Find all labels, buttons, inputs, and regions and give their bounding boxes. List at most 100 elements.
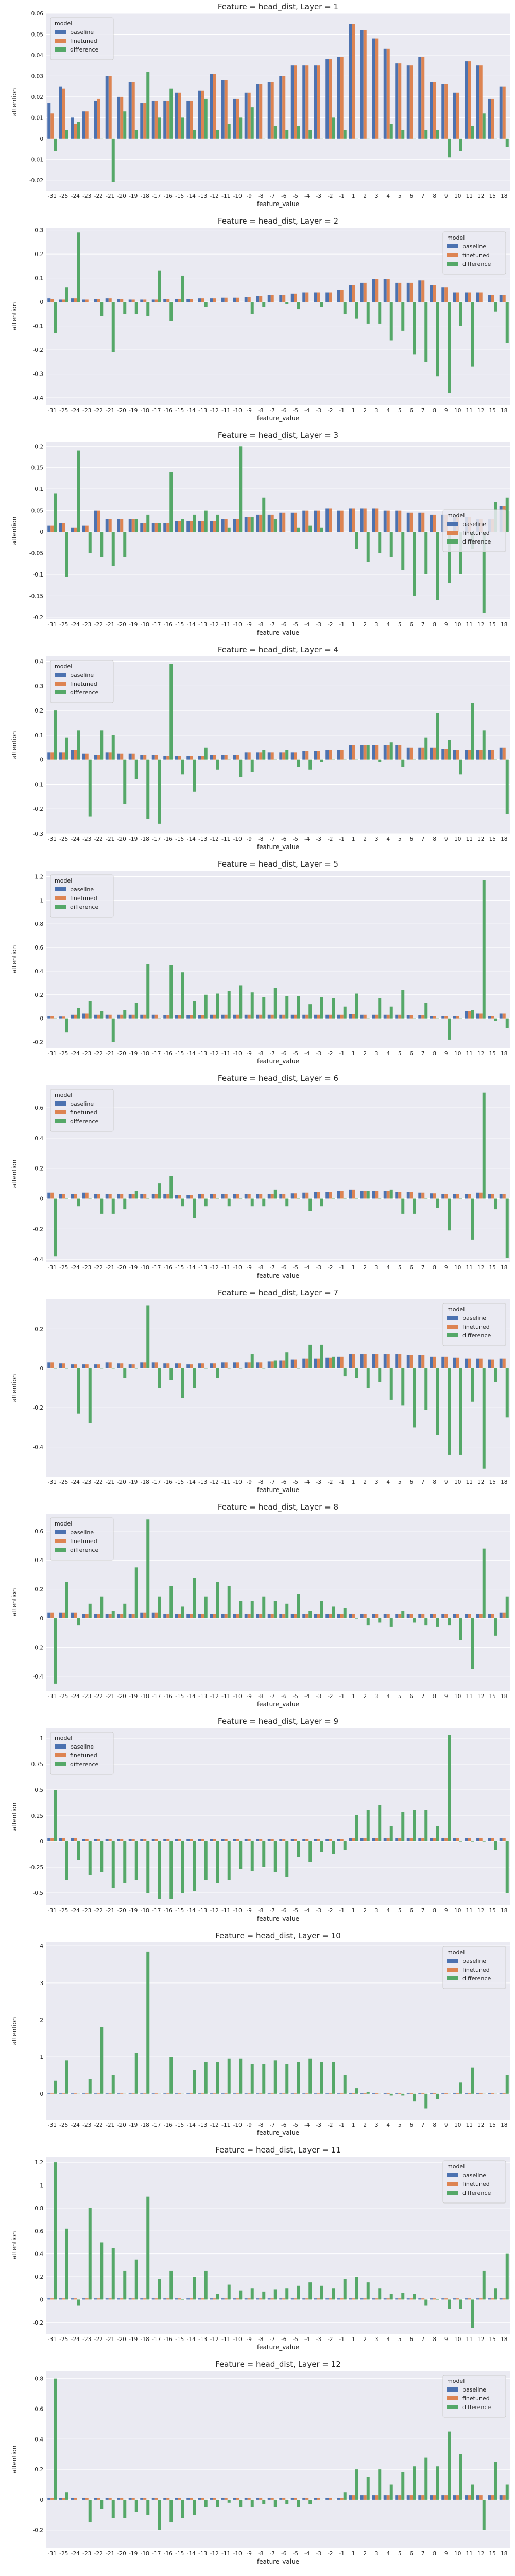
bar-difference-6 (413, 1368, 416, 1428)
legend-entry-baseline: baseline (462, 1958, 486, 1964)
bar-difference-8 (436, 1198, 439, 1208)
x-tick-label: 9 (444, 1693, 448, 1700)
bar-baseline--18 (140, 1612, 144, 1619)
bar-finetuned--19 (131, 1364, 135, 1368)
y-axis-label: attention (11, 517, 18, 545)
x-tick-label: -5 (293, 836, 298, 842)
x-tick-label: 10 (454, 836, 461, 842)
bar-finetuned--21 (108, 1839, 112, 1841)
bar-baseline--7 (267, 752, 271, 760)
bar-difference--10 (239, 446, 243, 532)
bar-baseline--7 (267, 1614, 271, 1619)
bar-difference--6 (285, 996, 289, 1019)
bar-baseline--15 (175, 521, 178, 532)
x-tick-label: 12 (477, 1050, 484, 1057)
legend-swatch-baseline (55, 1101, 66, 1106)
bar-baseline--3 (314, 1839, 317, 1841)
bar-difference--20 (123, 302, 127, 314)
bar-finetuned-4 (386, 1614, 390, 1619)
bar-difference-18 (505, 1018, 509, 1028)
bar-finetuned--18 (143, 103, 147, 139)
bar-finetuned--23 (85, 1013, 89, 1019)
y-tick-label: -0.2 (33, 1405, 44, 1411)
bar-finetuned--8 (259, 2093, 263, 2094)
bar-difference-7 (424, 2299, 428, 2306)
bar-finetuned--12 (213, 1614, 216, 1619)
x-tick-label: -18 (141, 1265, 149, 1271)
y-tick-label: 0.8 (35, 2376, 43, 2382)
bar-baseline--18 (140, 299, 144, 302)
bar-finetuned-8 (433, 1193, 436, 1199)
bar-finetuned-7 (421, 1614, 425, 1619)
bar-difference--8 (262, 997, 266, 1019)
chart-8: -0.4-0.200.20.40.6-31 -25 -24 -23 -22 -21 -20-… (11, 1502, 510, 1708)
bar-baseline--4 (302, 2298, 306, 2300)
x-tick-label: 8 (433, 193, 436, 199)
y-tick-label: -0.02 (29, 178, 43, 184)
bar-difference--25 (65, 2492, 68, 2500)
bar-baseline-12 (476, 1358, 479, 1368)
bar-difference--17 (158, 2279, 161, 2300)
legend-entry-baseline: baseline (70, 29, 94, 36)
plot-area (46, 442, 510, 619)
chart-title: Feature = head_dist, Layer = 9 (218, 1717, 338, 1726)
bar-finetuned--25 (62, 1838, 65, 1841)
bar-baseline--31 (47, 2498, 51, 2500)
x-tick-label: -3 (316, 2551, 321, 2557)
bar-finetuned--18 (143, 1839, 147, 1841)
bar-baseline--31 (47, 1016, 51, 1019)
x-tick-label: -5 (293, 2122, 298, 2128)
x-tick-label: -2 (328, 193, 333, 199)
x-tick-label: -15 (175, 2122, 184, 2128)
bar-baseline-9 (441, 1194, 445, 1199)
bar-finetuned--10 (236, 1194, 239, 1199)
x-tick-label: -21 (106, 1050, 114, 1057)
chart-panel-3: -0.2 -0.15 -0.1 -0.05 0 0.05 0.1 0.15 0.2 -31 -25-… (0, 429, 515, 643)
bar-baseline-8 (430, 285, 433, 302)
bar-finetuned-10 (456, 1838, 459, 1841)
x-tick-label: -20 (117, 1693, 126, 1700)
bar-finetuned--10 (236, 297, 239, 302)
x-tick-label: -22 (94, 2551, 103, 2557)
bar-difference-11 (471, 703, 474, 760)
y-axis-label: attention (11, 88, 18, 116)
chart-title: Feature = head_dist, Layer = 12 (215, 2360, 341, 2369)
x-axis-label: feature_value (257, 1701, 299, 1708)
bar-baseline--7 (267, 514, 271, 532)
x-tick-label: -8 (258, 622, 263, 628)
bar-difference--11 (227, 527, 231, 532)
bar-difference--16 (169, 88, 173, 139)
bar-finetuned--20 (120, 299, 124, 302)
x-tick-label: -24 (71, 1479, 80, 1485)
bar-difference-1 (355, 2277, 358, 2300)
bar-difference--2 (332, 1356, 335, 1368)
bar-difference--9 (250, 1601, 254, 1619)
bar-difference-1 (355, 1368, 358, 1378)
x-tick-label: 5 (398, 622, 402, 628)
bar-finetuned--22 (97, 2298, 100, 2300)
x-tick-label: -17 (152, 1479, 161, 1485)
y-tick-label: -0.2 (33, 1226, 44, 1232)
x-tick-label: 6 (409, 1908, 413, 1914)
x-tick-label: -1 (339, 836, 345, 842)
x-tick-label: -22 (94, 1693, 103, 1700)
bar-difference--21 (111, 1841, 115, 1888)
bar-baseline--20 (117, 1014, 121, 1019)
legend-entry-finetuned: finetuned (70, 1538, 97, 1545)
bar-difference--21 (111, 2075, 115, 2094)
bar-baseline--1 (337, 1614, 340, 1619)
x-tick-label: -7 (270, 2336, 275, 2343)
y-tick-label: -0.25 (29, 1865, 43, 1871)
bar-difference-11 (471, 1368, 474, 1402)
y-tick-label: 0.05 (31, 508, 43, 514)
x-tick-label: 7 (421, 193, 425, 199)
bar-difference--11 (227, 2499, 231, 2503)
y-tick-label: 0.2 (35, 2467, 43, 2473)
bar-baseline--23 (82, 2298, 85, 2300)
bar-finetuned--22 (97, 510, 100, 532)
bar-finetuned--9 (247, 92, 251, 139)
bar-baseline--1 (337, 290, 340, 302)
bar-baseline-8 (430, 514, 433, 532)
y-tick-label: 0 (40, 2297, 43, 2303)
bar-difference--7 (273, 1360, 277, 1368)
